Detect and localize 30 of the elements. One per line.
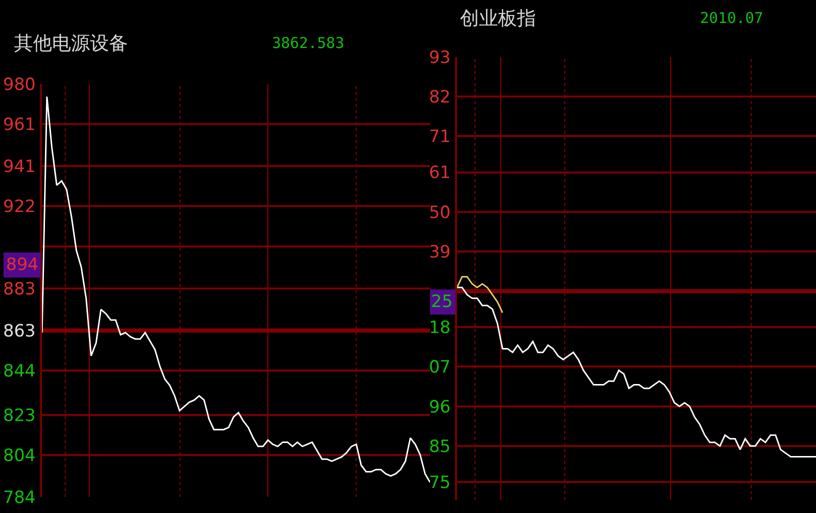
y-tick-label: 85 bbox=[428, 436, 451, 457]
line-series bbox=[457, 276, 504, 314]
y-tick-label: 18 bbox=[428, 318, 451, 338]
y-tick-label: 07 bbox=[428, 358, 451, 378]
y-tick-label: 61 bbox=[428, 163, 451, 184]
annotation: 25 bbox=[431, 292, 453, 312]
y-tick-label: 96 bbox=[428, 397, 451, 418]
y-tick-label: 961 bbox=[3, 114, 36, 135]
y-tick-label: 844 bbox=[3, 362, 36, 382]
y-tick-label: 784 bbox=[3, 488, 36, 508]
y-tick-label: 75 bbox=[428, 472, 451, 493]
y-tick-label: 93 bbox=[428, 48, 451, 68]
y-tick-label: 863 bbox=[3, 321, 36, 342]
y-tick-label: 980 bbox=[3, 74, 36, 95]
chart-title: 创业板指 bbox=[460, 8, 536, 30]
y-tick-label: 804 bbox=[3, 446, 36, 466]
y-tick-label: 941 bbox=[3, 157, 36, 178]
y-tick-label: 922 bbox=[3, 197, 36, 218]
annotation: 894 bbox=[6, 255, 38, 275]
line-series bbox=[42, 96, 430, 483]
y-tick-label: 823 bbox=[3, 406, 36, 426]
chart-subtitle: 3862.583 bbox=[272, 34, 344, 52]
line-series bbox=[457, 286, 816, 458]
y-tick-label: 82 bbox=[428, 88, 451, 108]
chart-title: 其他电源设备 bbox=[14, 32, 128, 55]
chart-subtitle: 2010.07 bbox=[700, 9, 764, 27]
y-tick-label: 39 bbox=[428, 242, 451, 262]
y-tick-label: 71 bbox=[428, 127, 451, 148]
y-tick-label: 50 bbox=[428, 202, 451, 223]
y-tick-label: 883 bbox=[3, 279, 36, 300]
